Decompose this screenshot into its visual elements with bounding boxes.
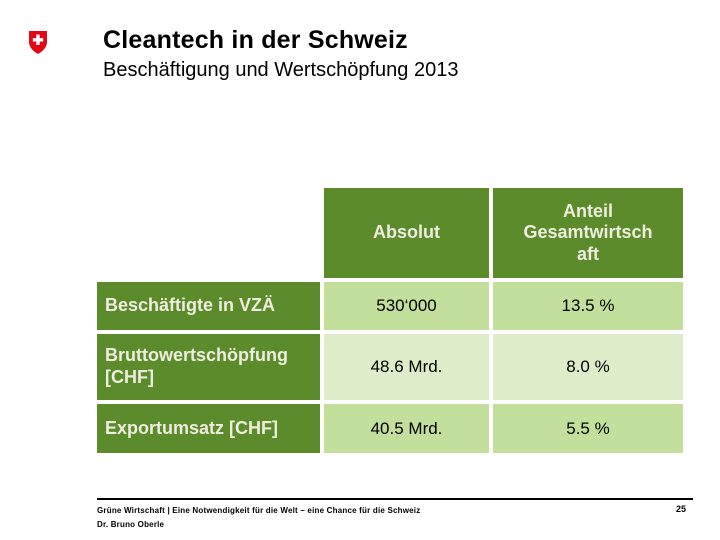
cleantech-data-table: Absolut Anteil Gesamtwirtsch aft Beschäf… (97, 188, 683, 453)
cell-beschaeftigte-absolut: 530‘000 (324, 282, 489, 330)
table-corner-cell (97, 188, 320, 278)
cell-bruttowertschoepfung-absolut: 48.6 Mrd. (324, 334, 489, 400)
cell-exportumsatz-anteil: 5.5 % (493, 404, 683, 453)
row-header-bruttowertschoepfung: Bruttowertschöpfung [CHF] (97, 334, 320, 400)
title-block: Cleantech in der Schweiz Beschäftigung u… (103, 26, 703, 82)
footer-line-presentation-title: Grüne Wirtschaft | Eine Notwendigkeit fü… (97, 506, 421, 515)
column-header-anteil-gesamtwirtschaft: Anteil Gesamtwirtsch aft (493, 188, 683, 278)
cell-exportumsatz-absolut: 40.5 Mrd. (324, 404, 489, 453)
column-header-absolut: Absolut (324, 188, 489, 278)
cell-bruttowertschoepfung-anteil: 8.0 % (493, 334, 683, 400)
slide-title: Cleantech in der Schweiz (103, 26, 408, 54)
footer-text: Grüne Wirtschaft | Eine Notwendigkeit fü… (97, 504, 577, 532)
row-header-beschaeftigte: Beschäftigte in VZÄ (97, 282, 320, 330)
cell-beschaeftigte-anteil: 13.5 % (493, 282, 683, 330)
footer-divider-line (97, 498, 693, 500)
row-header-exportumsatz: Exportumsatz [CHF] (97, 404, 320, 453)
slide-subtitle: Beschäftigung und Wertschöpfung 2013 (103, 58, 459, 81)
page-number: 25 (675, 504, 686, 514)
footer-line-author: Dr. Bruno Oberle (97, 520, 165, 529)
swiss-cross-shield-icon (29, 31, 47, 54)
